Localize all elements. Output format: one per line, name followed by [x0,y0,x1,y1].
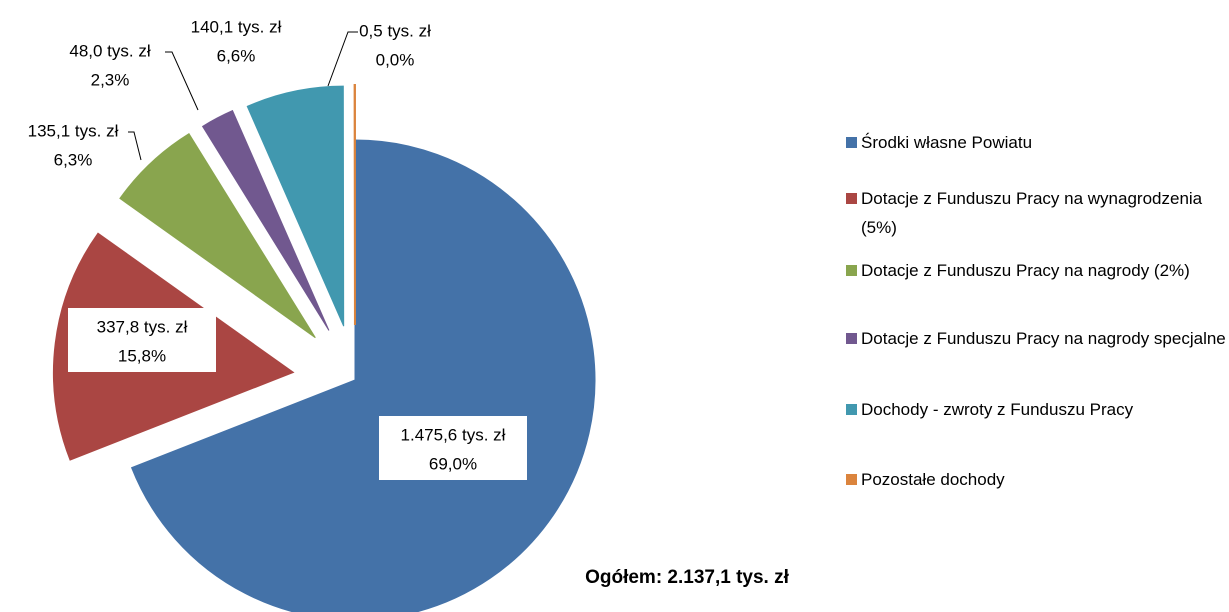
legend-item: Dotacje z Funduszu Pracy na nagrody (2%) [846,256,1229,285]
percent-label: 69,0% [429,454,477,473]
legend-swatch [846,265,857,276]
legend-swatch [846,474,857,485]
legend-label: Środki własne Powiatu [861,133,1033,152]
legend-item: Dotacje z Funduszu Pracy na nagrody spec… [846,324,1229,353]
legend-item: Środki własne Powiatu [846,128,1229,157]
leader-line [327,31,358,87]
legend-item: Dochody - zwroty z Funduszu Pracy [846,395,1229,424]
percent-label: 6,6% [217,46,256,65]
legend-swatch [846,137,857,148]
legend-label: Dotacje z Funduszu Pracy na nagrody spec… [861,329,1226,348]
leader-line [165,51,199,111]
data-label: 48,0 tys. zł [69,41,150,60]
label-box [379,416,527,480]
legend-label: Dotacje z Funduszu Pracy na nagrody (2%) [861,261,1190,280]
percent-label: 6,3% [54,150,93,169]
annotation: Ogółem: 2.137,1 tys. zł [585,567,790,588]
pie-slice [130,139,596,612]
data-label: 1.475,6 tys. zł [401,425,506,444]
percent-label: 15,8% [118,346,166,365]
legend-label: Dochody - zwroty z Funduszu Pracy [861,400,1134,419]
label-box [68,308,216,372]
legend-item: Dotacje z Funduszu Pracy na wynagrodzeni… [846,184,1229,242]
pie-slice [119,132,316,339]
legend-swatch [846,193,857,204]
legend-swatch [846,404,857,415]
legend-swatch [846,333,857,344]
leader-line [128,131,142,161]
pie-slice [201,109,330,331]
percent-label: 2,3% [91,70,130,89]
legend-label: Pozostałe dochody [861,470,1005,489]
data-label: 337,8 tys. zł [97,317,188,336]
percent-label: 0,0% [376,50,415,69]
pie-slice [246,85,345,327]
data-label: 135,1 tys. zł [28,121,119,140]
data-label: 140,1 tys. zł [191,17,282,36]
legend-label: Dotacje z Funduszu Pracy na wynagrodzeni… [861,189,1203,237]
data-label: 0,5 tys. zł [359,21,431,40]
legend-item: Pozostałe dochody [846,465,1229,494]
